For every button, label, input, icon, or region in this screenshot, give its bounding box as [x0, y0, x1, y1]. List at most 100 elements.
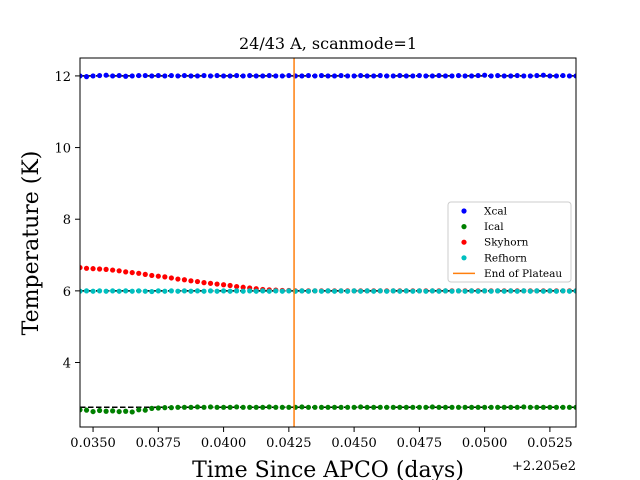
point-ical-21: [214, 404, 220, 410]
point-refhorn-0: [80, 288, 83, 294]
point-ical-58: [455, 404, 462, 410]
point-refhorn-53: [423, 288, 429, 294]
point-xcal-0: [80, 73, 83, 79]
point-refhorn-75: [566, 288, 573, 294]
point-xcal-36: [312, 73, 318, 79]
legend-marker-xcal: [461, 208, 467, 214]
x-tick-label-6: 0.0500: [462, 436, 508, 451]
point-refhorn-42: [351, 288, 357, 294]
point-refhorn-1: [83, 288, 90, 294]
legend-box: [447, 201, 572, 283]
point-skyhorn-4: [103, 266, 109, 272]
point-skyhorn-14: [168, 275, 174, 281]
y-tick-label-0: 4: [63, 357, 71, 372]
point-skyhorn-18: [194, 278, 201, 285]
point-refhorn-7: [123, 288, 129, 294]
point-ical-36: [312, 404, 318, 410]
point-ical-70: [534, 404, 540, 410]
point-refhorn-45: [371, 288, 377, 294]
point-xcal-42: [351, 73, 357, 79]
point-xcal-60: [468, 73, 475, 79]
point-xcal-71: [540, 72, 546, 78]
point-ical-60: [468, 404, 475, 410]
point-xcal-1: [83, 74, 90, 80]
point-ical-68: [521, 404, 527, 410]
point-refhorn-36: [312, 288, 318, 294]
point-xcal-65: [501, 73, 507, 79]
point-ical-55: [436, 404, 442, 410]
point-ical-7: [123, 408, 129, 414]
point-xcal-53: [423, 73, 429, 79]
point-ical-14: [168, 405, 174, 411]
point-refhorn-38: [325, 288, 331, 294]
point-xcal-18: [194, 73, 201, 79]
point-xcal-50: [403, 73, 409, 79]
point-ical-29: [266, 404, 272, 410]
point-xcal-23: [227, 73, 233, 79]
point-xcal-5: [110, 73, 116, 79]
point-ical-17: [188, 404, 194, 410]
point-xcal-54: [429, 73, 436, 79]
point-refhorn-26: [247, 288, 253, 294]
point-refhorn-28: [260, 288, 266, 294]
point-ical-34: [299, 404, 305, 410]
point-refhorn-69: [527, 288, 533, 294]
point-refhorn-18: [194, 288, 201, 294]
point-skyhorn-10: [142, 271, 148, 277]
x-tick-label-0: 0.0350: [70, 436, 116, 451]
point-skyhorn-13: [162, 274, 168, 280]
point-xcal-28: [260, 73, 266, 79]
point-ical-9: [136, 407, 142, 413]
point-refhorn-14: [168, 288, 174, 294]
point-xcal-62: [482, 72, 488, 78]
point-xcal-56: [442, 73, 449, 79]
point-ical-27: [253, 404, 259, 410]
point-skyhorn-7: [123, 269, 129, 275]
point-ical-4: [103, 408, 109, 414]
point-skyhorn-24: [234, 283, 240, 290]
point-refhorn-68: [521, 288, 527, 294]
point-refhorn-29: [266, 288, 272, 294]
legend: Xcal Ical Skyhorn Refhorn End of Plateau: [447, 201, 572, 283]
point-xcal-7: [123, 73, 129, 79]
legend-marker-ical: [461, 224, 467, 230]
point-refhorn-35: [305, 288, 312, 294]
x-tick-label-4: 0.0450: [331, 436, 377, 451]
legend-marker-refhorn: [461, 255, 467, 261]
y-axis-label: Temperature (K): [19, 151, 44, 336]
point-xcal-12: [155, 72, 161, 79]
point-refhorn-47: [384, 288, 390, 294]
point-xcal-21: [214, 72, 220, 79]
point-ical-72: [547, 404, 553, 410]
point-refhorn-56: [442, 288, 449, 294]
point-ical-12: [155, 405, 161, 411]
point-xcal-72: [547, 73, 553, 79]
point-skyhorn-3: [96, 266, 103, 272]
point-ical-41: [344, 404, 351, 410]
point-refhorn-58: [455, 288, 462, 294]
point-refhorn-60: [468, 288, 475, 294]
point-refhorn-54: [429, 288, 436, 294]
y-tick-label-3: 10: [54, 142, 71, 157]
point-ical-31: [279, 404, 285, 410]
point-refhorn-24: [234, 288, 240, 294]
point-ical-28: [260, 404, 266, 410]
point-ical-30: [273, 404, 279, 410]
point-refhorn-13: [162, 288, 168, 294]
point-refhorn-41: [344, 288, 351, 294]
point-xcal-73: [553, 73, 560, 79]
point-refhorn-4: [103, 288, 109, 294]
point-refhorn-11: [149, 288, 155, 295]
point-refhorn-25: [240, 288, 246, 294]
point-refhorn-5: [110, 288, 116, 294]
x-axis-offset: +2.205e2: [512, 459, 576, 474]
point-ical-45: [371, 404, 377, 410]
point-xcal-24: [234, 72, 240, 79]
point-refhorn-76: [573, 288, 576, 294]
point-xcal-38: [325, 73, 331, 79]
point-xcal-8: [129, 73, 135, 79]
point-refhorn-15: [175, 288, 181, 294]
point-xcal-43: [358, 72, 364, 79]
point-refhorn-20: [207, 288, 214, 294]
point-ical-54: [429, 404, 436, 410]
